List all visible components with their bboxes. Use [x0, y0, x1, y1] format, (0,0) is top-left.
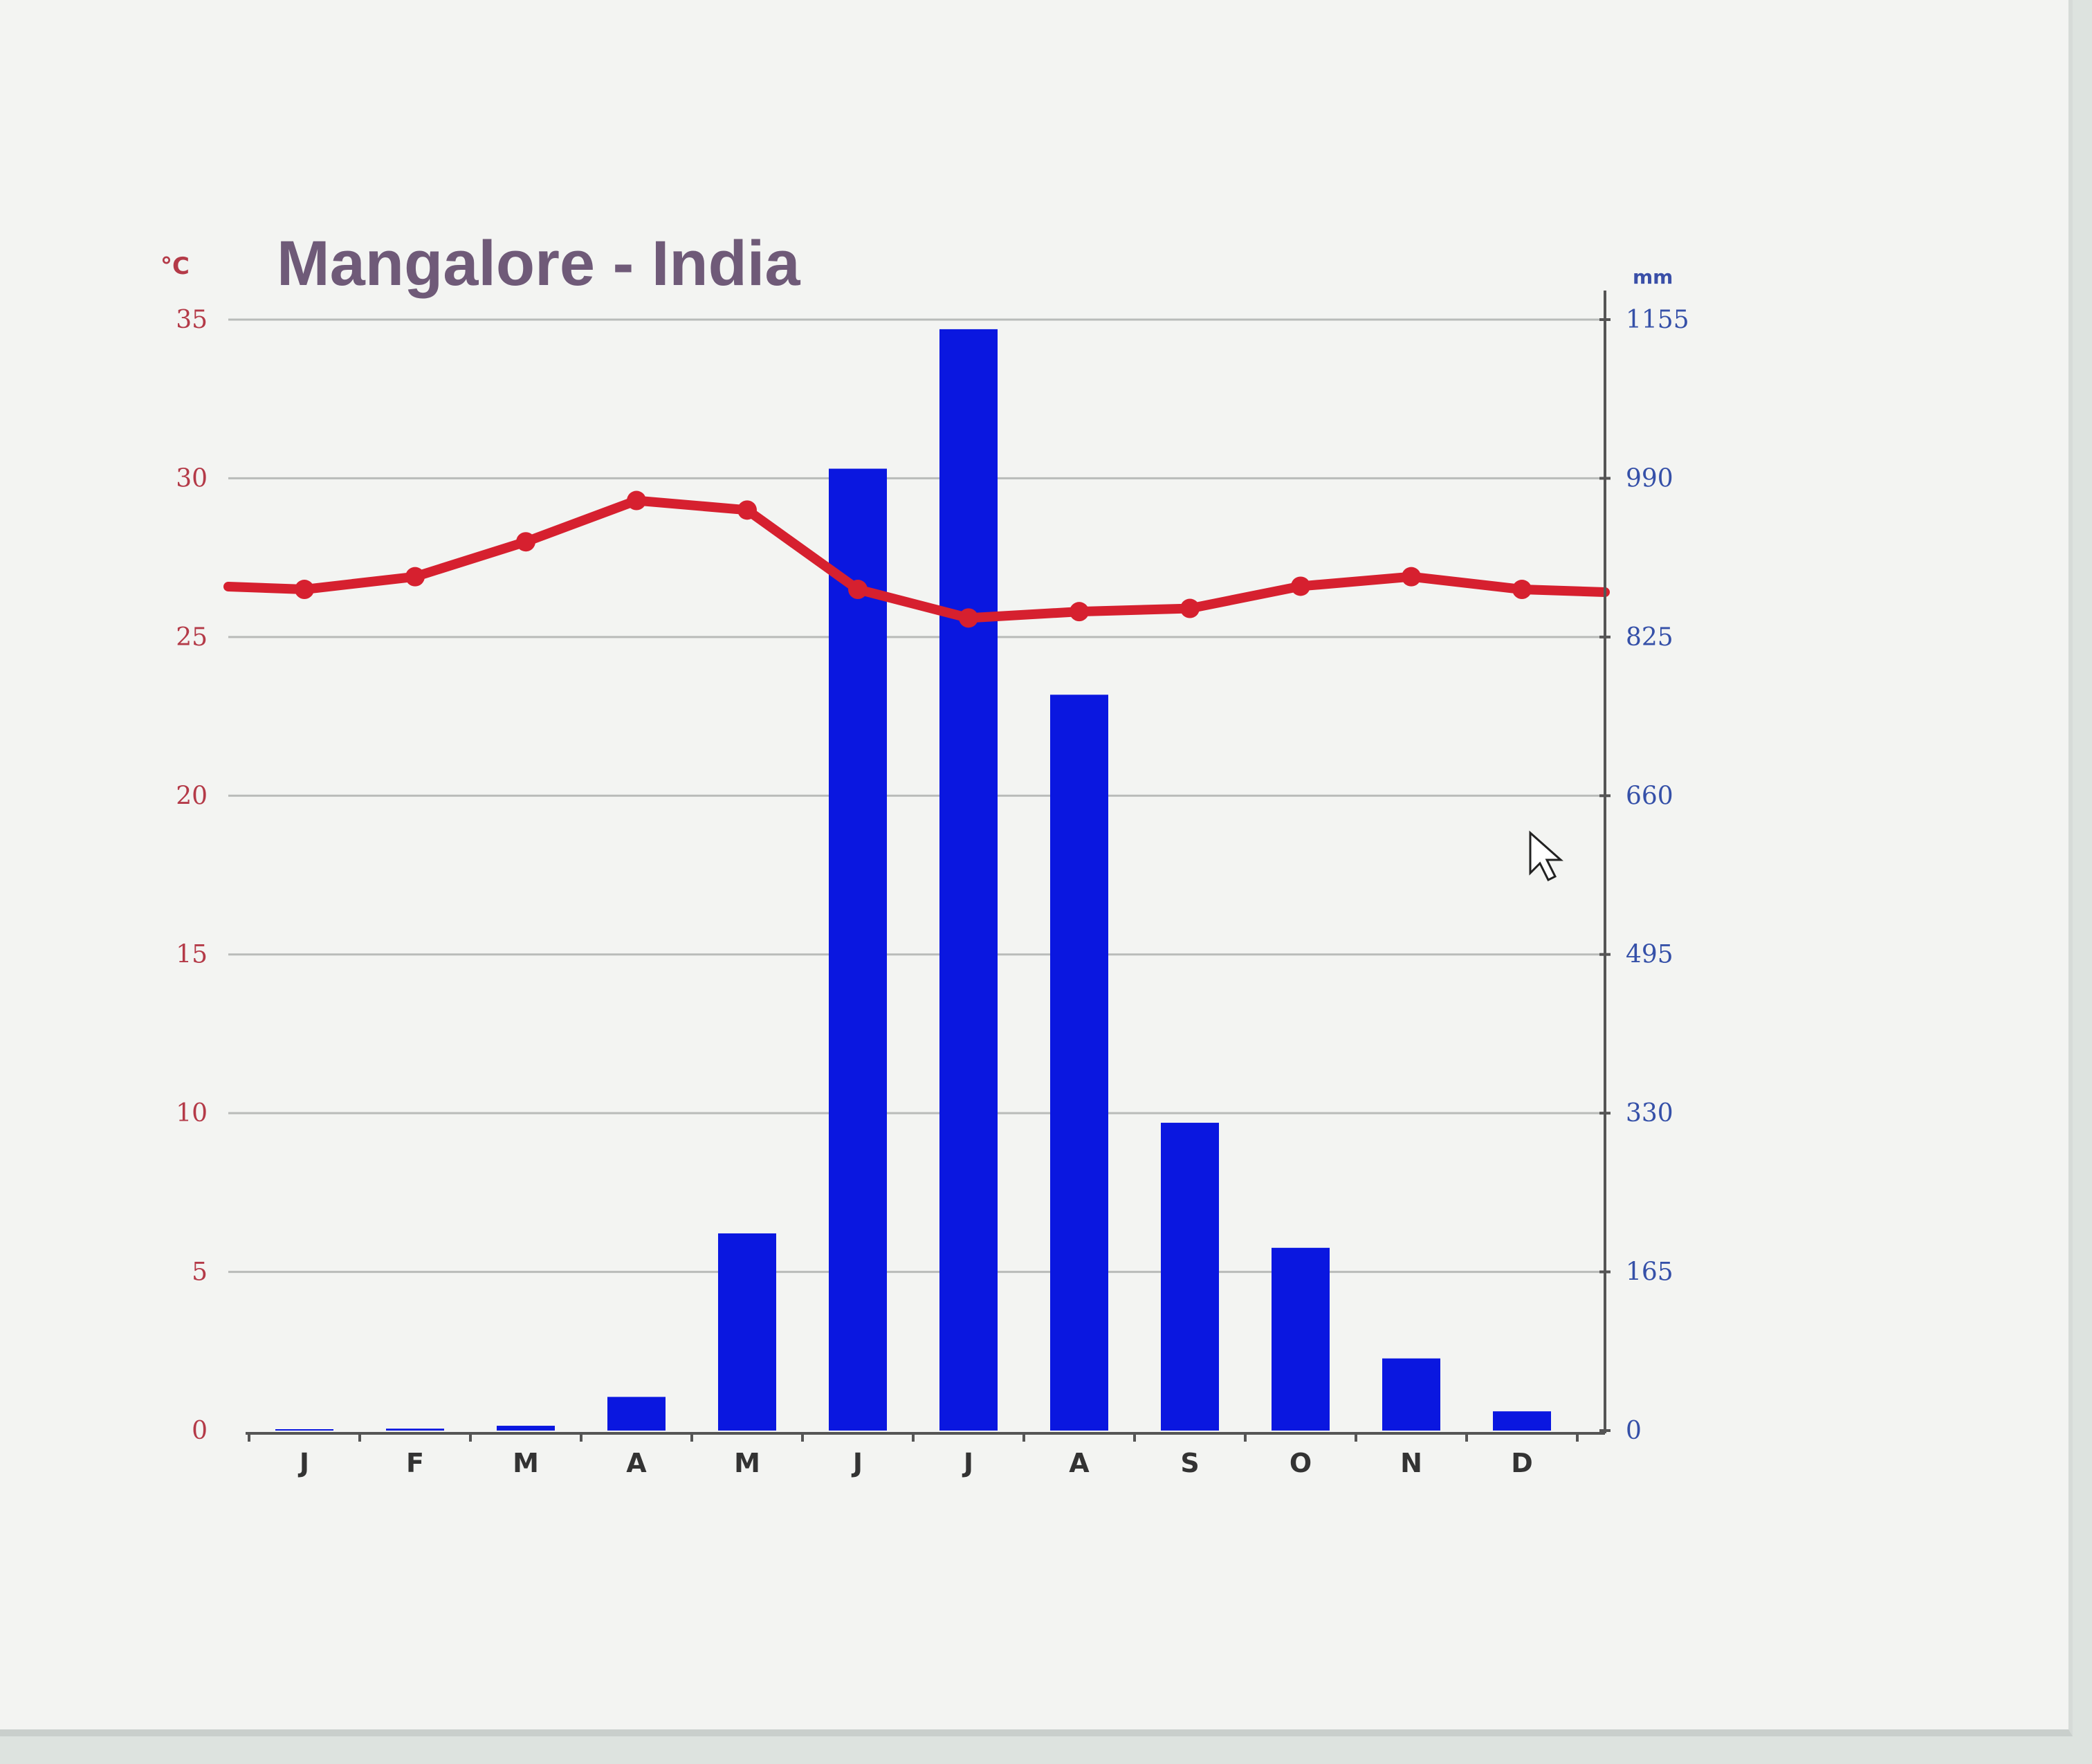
precip-bar — [829, 468, 887, 1431]
month-label: A — [626, 1448, 647, 1478]
temperature-point — [1512, 580, 1532, 600]
precip-bar — [1272, 1247, 1330, 1431]
temperature-point — [1180, 598, 1200, 618]
chart-title: Mangalore - India — [277, 228, 800, 299]
precip-bar — [718, 1233, 776, 1431]
left-tick-label: 35 — [176, 306, 208, 334]
temperature-line — [223, 495, 1610, 623]
left-tick-label: 20 — [176, 782, 208, 810]
precip-bar — [1382, 1358, 1440, 1431]
temperature-point — [516, 532, 535, 552]
left-axis-unit: °C — [160, 252, 190, 280]
left-tick-label: 5 — [192, 1258, 208, 1287]
photographed-screen: 0 5 10 15 20 25 30 35 0 165 330 495 660 825 990 1155 J… — [0, 0, 2073, 1736]
temperature-point — [1291, 576, 1310, 596]
left-tick-label: 10 — [176, 1099, 208, 1128]
temperature-point — [1402, 567, 1421, 587]
climate-chart: 0 5 10 15 20 25 30 35 0 165 330 495 660 825 990 1155 J… — [160, 228, 1689, 1478]
right-tick-label: 495 — [1626, 941, 1673, 969]
temperature-point — [959, 608, 978, 628]
right-tick-label: 1155 — [1626, 306, 1689, 334]
precip-bar — [1161, 1123, 1219, 1431]
month-label: M — [513, 1448, 539, 1478]
temperature-point — [737, 500, 757, 520]
month-label: O — [1290, 1448, 1312, 1478]
month-label: J — [297, 1448, 309, 1478]
mouse-cursor-icon — [1529, 830, 1563, 882]
month-label: S — [1180, 1448, 1199, 1478]
precip-bar — [386, 1428, 444, 1431]
grid-lines — [228, 318, 1605, 1274]
right-tick-label: 165 — [1626, 1258, 1673, 1287]
temperature-series — [223, 490, 1610, 628]
right-tick-label: 0 — [1626, 1417, 1642, 1445]
left-tick-label: 0 — [192, 1417, 208, 1445]
precip-bar — [275, 1429, 333, 1431]
month-label: F — [406, 1448, 424, 1478]
precip-bar — [939, 329, 998, 1431]
month-label: M — [734, 1448, 760, 1478]
axes — [246, 291, 1611, 1442]
precip-bar — [1050, 695, 1108, 1431]
right-tick-label: 330 — [1626, 1099, 1673, 1128]
month-label: J — [851, 1448, 863, 1478]
precip-bar — [1493, 1411, 1551, 1431]
temperature-point — [1070, 602, 1089, 622]
temperature-point — [848, 580, 868, 600]
right-tick-label: 825 — [1626, 623, 1673, 652]
right-tick-label: 660 — [1626, 782, 1673, 810]
temperature-point — [295, 580, 314, 600]
month-label: J — [962, 1448, 973, 1478]
left-tick-label: 30 — [176, 464, 208, 493]
month-label: D — [1511, 1448, 1533, 1478]
left-tick-label: 25 — [176, 623, 208, 652]
month-label: A — [1069, 1448, 1090, 1478]
left-tick-label: 15 — [176, 941, 208, 969]
temperature-point — [405, 567, 425, 587]
right-tick-label: 990 — [1626, 464, 1673, 493]
month-label: N — [1400, 1448, 1422, 1478]
precip-bar — [607, 1397, 666, 1431]
temperature-point — [627, 490, 646, 511]
left-axis-ticks: 0 5 10 15 20 25 30 35 — [176, 306, 208, 1445]
right-axis-ticks: 0 165 330 495 660 825 990 1155 — [1626, 306, 1689, 1445]
precipitation-bars — [275, 329, 1551, 1431]
right-axis-unit: mm — [1633, 266, 1673, 288]
precip-bar — [497, 1426, 555, 1431]
